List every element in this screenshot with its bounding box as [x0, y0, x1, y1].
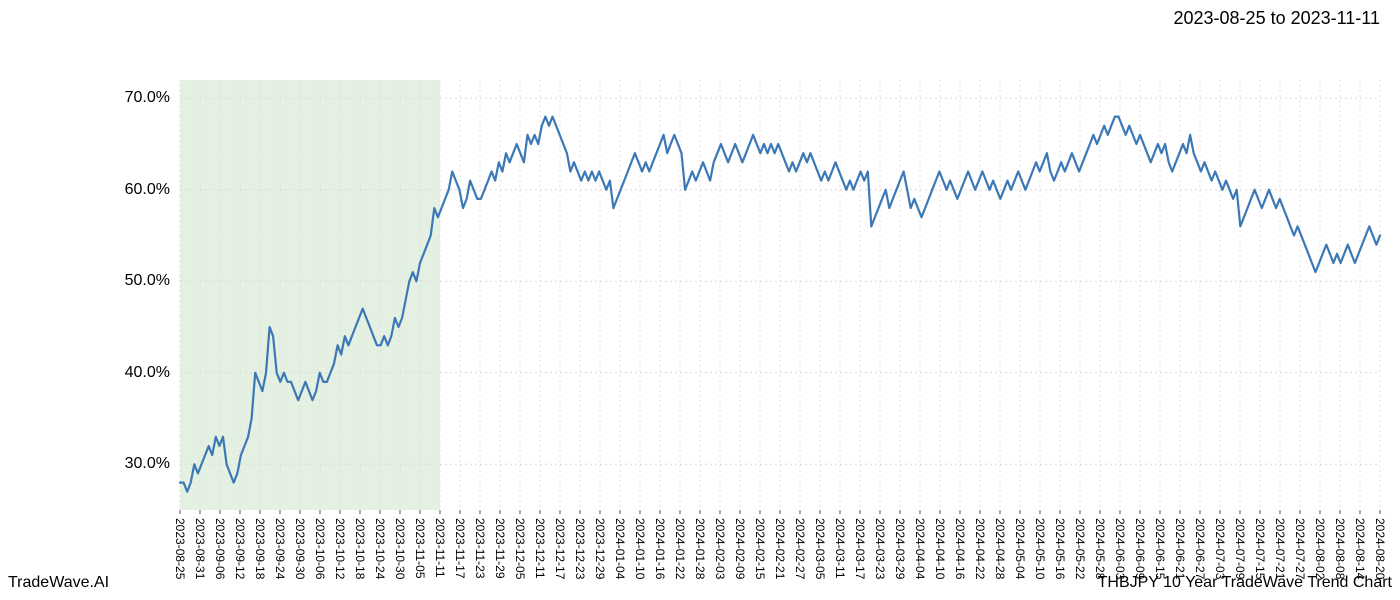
x-tick-label: 2023-10-12: [333, 518, 347, 579]
x-tick-label: 2024-03-17: [853, 518, 867, 579]
x-tick-label: 2024-01-22: [673, 518, 687, 579]
x-tick-label: 2024-06-21: [1173, 518, 1187, 579]
x-tick-label: 2023-11-23: [473, 518, 487, 579]
x-tick-label: 2023-10-24: [373, 518, 387, 579]
x-tick-label: 2024-06-03: [1113, 518, 1127, 579]
x-tick-label: 2023-09-24: [273, 518, 287, 579]
x-tick-label: 2023-10-06: [313, 518, 327, 579]
y-tick-label: 60.0%: [100, 181, 170, 199]
footer-brand: TradeWave.AI: [8, 574, 109, 592]
y-tick-label: 30.0%: [100, 455, 170, 473]
x-tick-label: 2023-11-17: [453, 518, 467, 579]
x-tick-label: 2023-11-29: [493, 518, 507, 579]
x-tick-label: 2024-02-15: [753, 518, 767, 579]
chart-title: THBJPY 10 Year TradeWave Trend Chart: [1098, 574, 1392, 592]
x-tick-label: 2023-09-12: [233, 518, 247, 579]
x-tick-label: 2024-03-29: [893, 518, 907, 579]
x-tick-label: 2024-03-11: [833, 518, 847, 579]
x-tick-label: 2023-08-31: [193, 518, 207, 579]
x-tick-label: 2024-04-10: [933, 518, 947, 579]
x-tick-label: 2024-08-08: [1333, 518, 1347, 579]
chart-svg: [0, 40, 1400, 560]
x-tick-label: 2024-02-03: [713, 518, 727, 579]
x-tick-label: 2024-05-04: [1013, 518, 1027, 579]
x-tick-label: 2024-08-02: [1313, 518, 1327, 579]
x-tick-label: 2024-05-16: [1053, 518, 1067, 579]
x-tick-label: 2024-04-22: [973, 518, 987, 579]
x-tick-label: 2024-04-28: [993, 518, 1007, 579]
x-tick-label: 2023-09-30: [293, 518, 307, 579]
x-tick-label: 2024-02-21: [773, 518, 787, 579]
x-tick-label: 2024-03-05: [813, 518, 827, 579]
x-tick-label: 2024-08-20: [1373, 518, 1387, 579]
x-tick-label: 2023-11-11: [433, 518, 447, 578]
x-tick-label: 2023-10-30: [393, 518, 407, 579]
x-tick-label: 2024-02-09: [733, 518, 747, 579]
x-tick-label: 2023-09-06: [213, 518, 227, 579]
x-tick-label: 2023-11-05: [413, 518, 427, 579]
x-tick-label: 2023-08-25: [173, 518, 187, 579]
x-tick-label: 2023-10-18: [353, 518, 367, 579]
x-tick-label: 2024-06-15: [1153, 518, 1167, 579]
x-tick-label: 2024-07-09: [1233, 518, 1247, 579]
x-tick-label: 2024-02-27: [793, 518, 807, 579]
x-tick-label: 2023-12-23: [573, 518, 587, 579]
y-tick-label: 40.0%: [100, 364, 170, 382]
x-tick-label: 2024-03-23: [873, 518, 887, 579]
x-tick-label: 2024-05-10: [1033, 518, 1047, 579]
x-tick-label: 2023-12-29: [593, 518, 607, 579]
x-tick-label: 2024-01-04: [613, 518, 627, 579]
x-tick-label: 2023-09-18: [253, 518, 267, 579]
date-range-label: 2023-08-25 to 2023-11-11: [1174, 8, 1381, 29]
x-tick-label: 2024-06-09: [1133, 518, 1147, 579]
x-tick-label: 2024-05-22: [1073, 518, 1087, 579]
x-tick-label: 2023-12-05: [513, 518, 527, 579]
x-tick-label: 2024-06-27: [1193, 518, 1207, 579]
x-tick-label: 2024-01-16: [653, 518, 667, 579]
y-tick-label: 50.0%: [100, 272, 170, 290]
x-tick-label: 2023-12-11: [533, 518, 547, 579]
x-tick-label: 2024-07-15: [1253, 518, 1267, 579]
x-tick-label: 2024-01-28: [693, 518, 707, 579]
x-tick-label: 2024-04-16: [953, 518, 967, 579]
x-tick-label: 2024-07-03: [1213, 518, 1227, 579]
x-tick-label: 2024-08-14: [1353, 518, 1367, 579]
y-tick-label: 70.0%: [100, 89, 170, 107]
x-tick-label: 2023-12-17: [553, 518, 567, 579]
x-tick-label: 2024-05-28: [1093, 518, 1107, 579]
x-tick-label: 2024-07-27: [1293, 518, 1307, 579]
chart-container: 30.0%40.0%50.0%60.0%70.0% 2023-08-252023…: [0, 40, 1400, 560]
x-tick-label: 2024-04-04: [913, 518, 927, 579]
x-tick-label: 2024-07-21: [1273, 518, 1287, 579]
x-tick-label: 2024-01-10: [633, 518, 647, 579]
